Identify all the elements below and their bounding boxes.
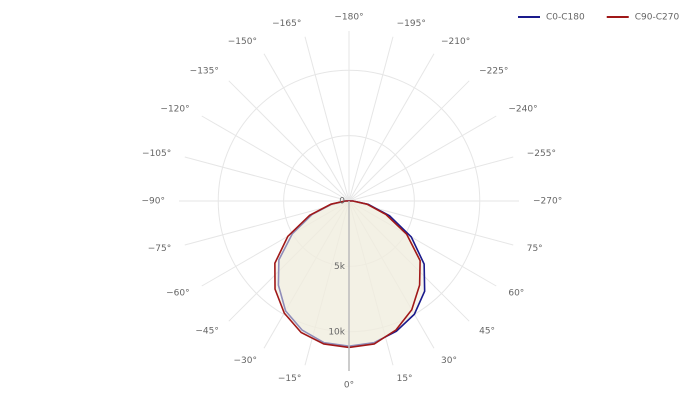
theta-tick-label: −240°	[508, 105, 537, 115]
theta-tick-label: −45°	[195, 327, 219, 337]
legend-label: C0-C180	[546, 13, 585, 23]
theta-tick-label: −195°	[397, 19, 426, 29]
theta-tick-label: −105°	[142, 149, 171, 159]
spoke	[348, 115, 497, 202]
theta-tick-label: −75°	[148, 244, 172, 254]
theta-tick-label: 45°	[479, 327, 495, 337]
theta-tick-label: −165°	[272, 19, 301, 29]
theta-tick-label: 75°	[527, 244, 543, 254]
series-line	[274, 200, 421, 349]
theta-tick-label: 30°	[441, 356, 457, 366]
spoke	[201, 115, 350, 202]
r-tick-label: 0	[339, 197, 345, 207]
spoke	[263, 53, 350, 202]
theta-tick-label: −270°	[533, 197, 562, 207]
r-tick-label: 10k	[328, 327, 345, 337]
spoke	[348, 156, 514, 202]
legend-label: C90-C270	[635, 13, 680, 23]
theta-tick-label: −225°	[479, 66, 508, 76]
theta-tick-label: −120°	[160, 105, 189, 115]
theta-tick-label: −180°	[334, 13, 363, 23]
theta-tick-label: −15°	[278, 374, 302, 384]
theta-tick-label: −135°	[190, 66, 219, 76]
spoke	[304, 36, 350, 202]
theta-tick-label: −255°	[527, 149, 556, 159]
theta-tick-label: −30°	[234, 356, 258, 366]
spoke	[348, 80, 470, 202]
spoke	[348, 53, 435, 202]
theta-tick-label: 60°	[508, 289, 524, 299]
spoke	[348, 36, 394, 202]
theta-tick-label: −210°	[441, 37, 470, 47]
spoke	[184, 156, 350, 202]
theta-tick-label: −150°	[228, 37, 257, 47]
spoke	[228, 80, 350, 202]
theta-tick-label: −60°	[166, 289, 190, 299]
theta-tick-label: −90°	[142, 197, 166, 207]
theta-tick-label: 15°	[397, 374, 413, 384]
r-tick-label: 5k	[334, 262, 346, 272]
theta-tick-label: 0°	[344, 381, 354, 391]
